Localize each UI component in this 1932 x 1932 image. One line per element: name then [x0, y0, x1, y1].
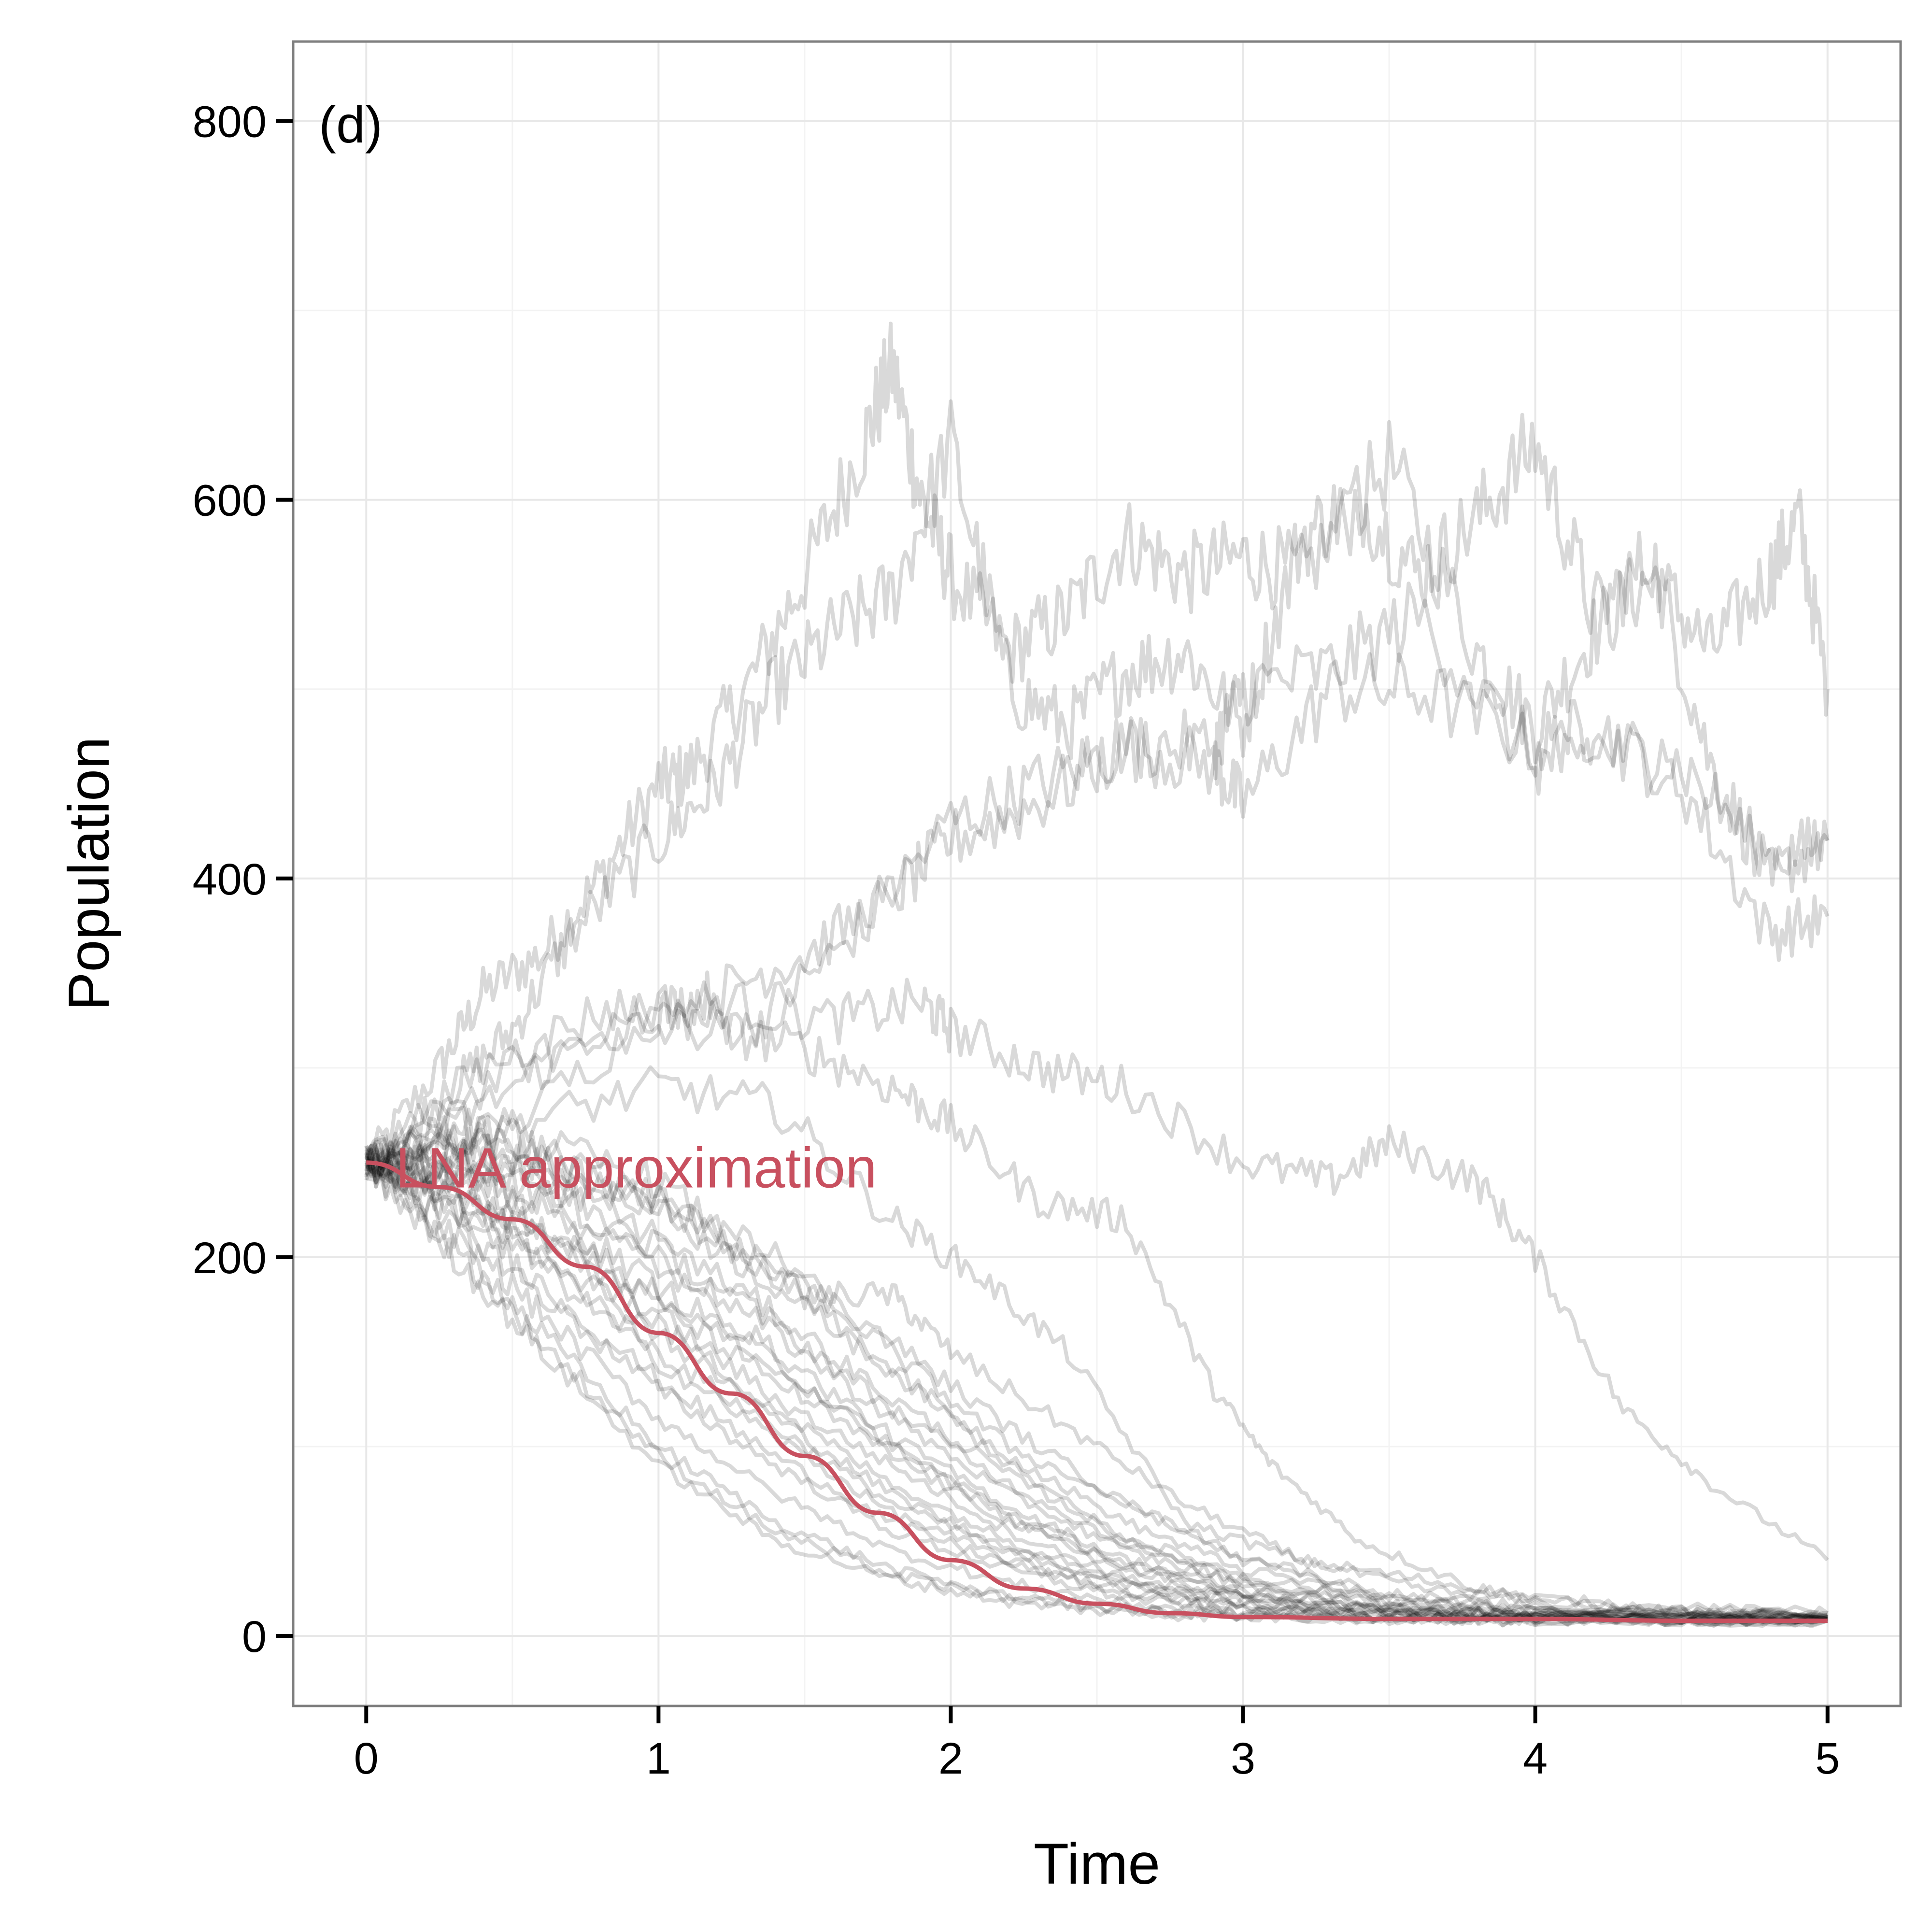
lna-approximation-line: [366, 1160, 1828, 1623]
trajectory-line: [364, 1147, 1828, 1625]
x-tick-label: 4: [1523, 1734, 1548, 1783]
trajectory-line: [364, 1126, 1828, 1620]
trajectory-line: [364, 1127, 1828, 1621]
trajectory-line: [364, 1153, 1828, 1628]
x-tick-label: 0: [354, 1734, 379, 1783]
y-tick-label: 600: [193, 476, 267, 526]
trajectory-line: [364, 1147, 1828, 1628]
trajectory-line: [364, 1106, 1829, 1623]
trajectory-line: [364, 1144, 1828, 1624]
trajectory-line: [364, 652, 1830, 1156]
x-tick-label: 2: [938, 1734, 963, 1783]
trajectory-line: [366, 1152, 1828, 1626]
trajectory-line: [364, 399, 1830, 1175]
x-tick-label: 5: [1815, 1734, 1840, 1783]
y-tick-label: 400: [193, 855, 267, 904]
trajectory-line: [365, 1159, 1828, 1626]
trajectory-line: [364, 1160, 1828, 1628]
x-axis: 0 1 2 3 4 5: [354, 1706, 1840, 1783]
y-axis: 0 200 400 600 800: [193, 98, 293, 1662]
x-tick-label: 1: [646, 1734, 671, 1783]
x-tick-label: 3: [1231, 1734, 1255, 1783]
trajectory-line: [364, 1148, 1828, 1628]
grid-minor: [293, 42, 1901, 1706]
trajectory-line: [366, 1150, 1828, 1625]
y-axis-title: Population: [57, 737, 121, 1010]
trajectory-line: [366, 1159, 1828, 1628]
trajectory-line: [366, 1065, 1829, 1619]
trajectory-line: [364, 1124, 1828, 1624]
y-tick-label: 800: [193, 98, 267, 147]
plot-panel-border: [292, 40, 1902, 1707]
trajectory-line: [364, 321, 1830, 1167]
trajectory-line: [364, 1153, 1828, 1625]
trajectory-line: [364, 1009, 1829, 1623]
y-tick-label: 0: [242, 1612, 267, 1662]
trajectory-line: [364, 1143, 1828, 1625]
trajectory-line: [365, 1138, 1828, 1624]
trajectory-line: [365, 582, 1830, 1173]
grid-major: [293, 42, 1901, 1706]
panel-label: (d): [319, 95, 383, 154]
trajectory-line: [366, 1134, 1828, 1624]
trajectory-line: [365, 978, 1829, 1562]
trajectory-line: [366, 1151, 1828, 1616]
x-axis-title: Time: [1034, 1832, 1160, 1896]
y-tick-label: 200: [193, 1234, 267, 1283]
lna-annotation: LNA approximation: [396, 1136, 877, 1200]
trajectory-line: [365, 1108, 1828, 1618]
